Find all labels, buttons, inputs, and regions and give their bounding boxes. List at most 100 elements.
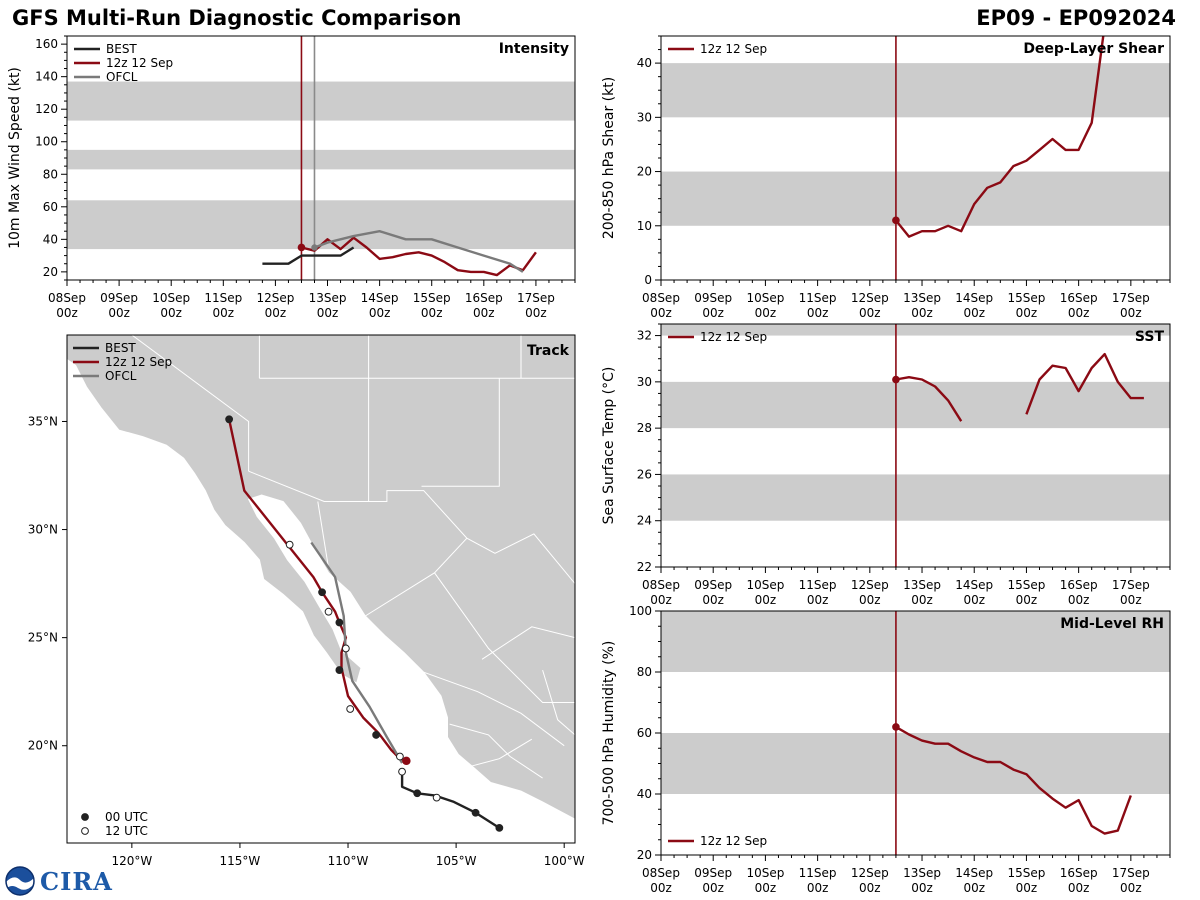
track-marker-00utc (318, 588, 326, 597)
track-marker-12utc (396, 752, 404, 761)
storm-id-title: EP09 - EP092024 (976, 6, 1176, 30)
intensity-xtick-label: 15Sep (413, 291, 451, 305)
rh-xtick-label: 10Sep (746, 866, 784, 880)
rh-xtick-label: 09Sep (694, 866, 732, 880)
sst-xtick-label: 00z (1120, 593, 1142, 607)
intensity-xtick-label: 17Sep (517, 291, 555, 305)
intensity-panel: 2040608010012014016008Sep00z09Sep00z10Se… (7, 35, 576, 320)
shear-ytick-label: 10 (637, 219, 652, 233)
shear-xtick-label: 00z (650, 306, 672, 320)
cira-logo-text: CIRA (40, 866, 113, 896)
shear-xtick-label: 11Sep (799, 291, 837, 305)
track-legend-label: 12z 12 Sep (105, 355, 172, 369)
shear-ytick-label: 30 (637, 110, 652, 124)
track-lat-label: 25°N (28, 631, 58, 645)
intensity-band (67, 149, 575, 170)
intensity-ytick-label: 60 (43, 200, 58, 214)
intensity-xtick-label: 00z (473, 306, 495, 320)
sst-xtick-label: 16Sep (1060, 578, 1098, 592)
sst-xtick-label: 00z (755, 593, 777, 607)
sst-xtick-label: 00z (859, 593, 881, 607)
shear-xtick-label: 00z (911, 306, 933, 320)
track-legend-label: OFCL (105, 369, 137, 383)
map-border-line (317, 501, 330, 569)
page-title: GFS Multi-Run Diagnostic Comparison (12, 6, 462, 30)
track-panel: 120°W 115°W 110°W 105°W 100°W 20°N 25°N 30°N 35°… (28, 334, 585, 868)
rh-xtick-label: 17Sep (1112, 866, 1150, 880)
shear-ylabel: 200-850 hPa Shear (kt) (601, 77, 617, 239)
rh-xtick-label: 00z (650, 881, 672, 895)
track-legend-marker (81, 827, 89, 835)
track-legend-marker-label: 12 UTC (105, 824, 148, 838)
track-marker-12utc (324, 607, 333, 616)
rh-ytick-label: 80 (637, 665, 652, 679)
sst-xtick-label: 17Sep (1112, 578, 1150, 592)
shear-ytick-label: 0 (644, 273, 652, 287)
track-legend-label: BEST (105, 341, 136, 355)
track-lon-label: 100°W (544, 854, 585, 868)
track-marker-12utc (432, 793, 441, 802)
intensity-ylabel: 10m Max Wind Speed (kt) (7, 67, 23, 249)
shear-plot-area (661, 36, 1170, 280)
intensity-ytick-label: 20 (43, 265, 58, 279)
sst-frame (660, 323, 1171, 568)
sst-series-12z-12-sep (1025, 352, 1144, 415)
intensity-xtick-label: 00z (108, 306, 130, 320)
track-ofcl (310, 541, 404, 764)
track-legend-marker (81, 813, 89, 821)
sst-ytick-label: 24 (637, 514, 652, 528)
rh-plot-area (661, 611, 1170, 855)
sst-ytick-label: 26 (637, 467, 652, 481)
sst-xtick-label: 09Sep (694, 578, 732, 592)
sst-xtick-label: 10Sep (746, 578, 784, 592)
shear-xtick-label: 00z (807, 306, 829, 320)
track-marker-00utc (471, 808, 480, 817)
sst-ytick-label: 28 (637, 421, 652, 435)
map-border-line (248, 470, 575, 584)
rh-xtick-label: 13Sep (903, 866, 941, 880)
shear-xtick-label: 00z (1016, 306, 1038, 320)
rh-init-marker (892, 723, 900, 731)
sst-band (661, 381, 1170, 429)
map-border-line (434, 572, 575, 703)
shear-xtick-label: 13Sep (903, 291, 941, 305)
intensity-xtick-label: 00z (525, 306, 547, 320)
track-lon-label: 105°W (436, 854, 477, 868)
shear-xtick-label: 00z (1120, 306, 1142, 320)
sst-xtick-label: 00z (650, 593, 672, 607)
track-marker-00utc (495, 823, 504, 832)
track-lon-label: 110°W (328, 854, 369, 868)
track-marker-12utc (346, 705, 355, 713)
track-marker-00utc (413, 789, 422, 798)
intensity-band (67, 200, 575, 250)
track-frame (66, 334, 576, 844)
sst-ylabel: Sea Surface Temp (°C) (601, 367, 617, 525)
rh-legend-label: 12z 12 Sep (700, 834, 767, 848)
sst-ytick-label: 22 (637, 560, 652, 574)
track-marker-00utc (335, 618, 344, 627)
rh-xtick-label: 12Sep (851, 866, 889, 880)
shear-legend-label: 12z 12 Sep (700, 42, 767, 56)
rh-xtick-label: 00z (859, 881, 881, 895)
map-border-line (421, 378, 500, 487)
intensity-plot-area (67, 36, 575, 280)
sst-band (661, 474, 1170, 521)
sst-xtick-label: 08Sep (642, 578, 680, 592)
rh-panel: 2040608010008Sep00z09Sep00z10Sep00z11Sep… (601, 604, 1171, 895)
intensity-xtick-label: 09Sep (100, 291, 138, 305)
intensity-xtick-label: 12Sep (256, 291, 294, 305)
sst-xtick-label: 00z (911, 593, 933, 607)
intensity-xtick-label: 00z (317, 306, 339, 320)
map-border-line (449, 723, 543, 779)
intensity-ytick-label: 140 (35, 70, 58, 84)
noaa-emblem-icon (5, 866, 35, 896)
sst-xtick-label: 13Sep (903, 578, 941, 592)
track-lat-label: 20°N (28, 739, 58, 753)
shear-xtick-label: 00z (755, 306, 777, 320)
rh-xtick-label: 15Sep (1007, 866, 1045, 880)
intensity-series-best (262, 246, 355, 265)
rh-series-12z-12-sep (895, 725, 1132, 835)
rh-xtick-label: 00z (702, 881, 724, 895)
intensity-series-ofcl (314, 229, 524, 273)
sst-xtick-label: 12Sep (851, 578, 889, 592)
